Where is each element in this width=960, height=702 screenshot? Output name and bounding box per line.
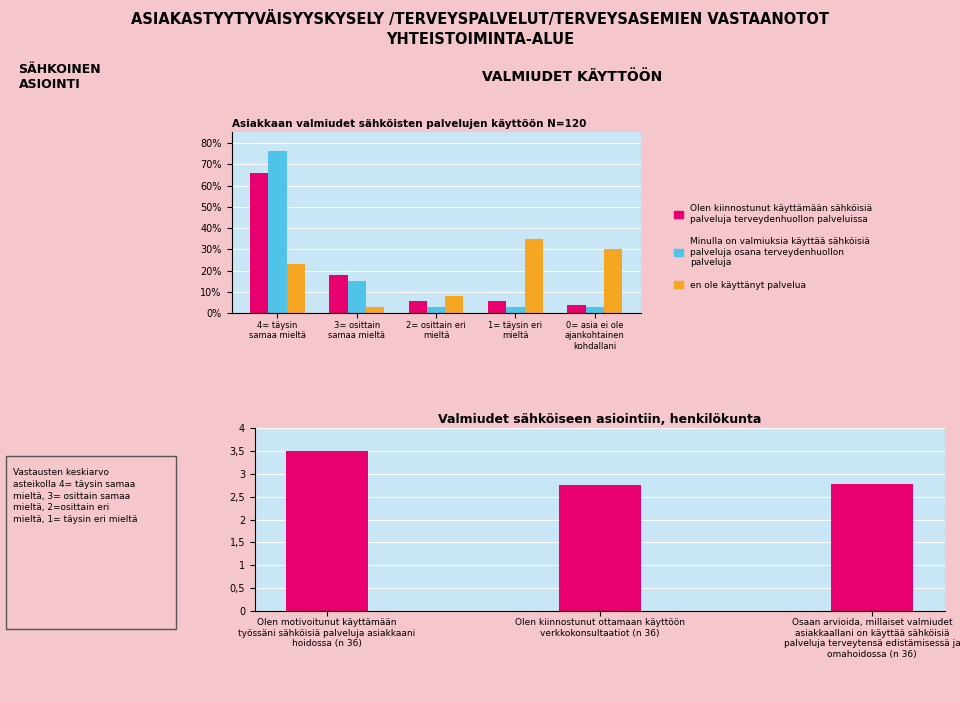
Bar	[348, 282, 366, 313]
Text: VALMIUDET KÄYTTÖÖN: VALMIUDET KÄYTTÖÖN	[482, 70, 662, 84]
Bar	[287, 265, 305, 313]
Bar	[524, 239, 542, 313]
Bar	[506, 307, 524, 313]
Bar	[567, 305, 586, 313]
Bar	[427, 307, 445, 313]
Bar	[604, 249, 622, 313]
Bar	[366, 307, 384, 313]
Title: Valmiudet sähköiseen asiointiin, henkilökunta: Valmiudet sähköiseen asiointiin, henkilö…	[438, 413, 761, 426]
Bar	[445, 296, 464, 313]
Bar	[831, 484, 913, 611]
Bar	[251, 173, 269, 313]
Bar	[586, 307, 604, 313]
Legend: Olen kiinnostunut käyttämään sähköisiä
palveluja terveydenhuollon palveluissa, M: Olen kiinnostunut käyttämään sähköisiä p…	[670, 201, 876, 293]
FancyBboxPatch shape	[6, 456, 176, 629]
Bar	[329, 275, 348, 313]
Bar	[559, 485, 640, 611]
Text: Vastausten keskiarvo
asteikolla 4= täysin samaa
mieltä, 3= osittain samaa
mieltä: Vastausten keskiarvo asteikolla 4= täysi…	[12, 468, 137, 524]
Bar	[286, 451, 368, 611]
Text: Asiakkaan valmiudet sähköisten palvelujen käyttöön N=120: Asiakkaan valmiudet sähköisten palveluje…	[231, 119, 586, 128]
Bar	[269, 152, 287, 313]
Text: ASIAKASTYYTYVÄISYYSKYSELY /TERVEYSPALVELUT/TERVEYSASEMIEN VASTAANOTOT
YHTEISTOIM: ASIAKASTYYTYVÄISYYSKYSELY /TERVEYSPALVEL…	[131, 11, 829, 47]
Text: SÄHKOINEN
ASIOINTI: SÄHKOINEN ASIOINTI	[18, 63, 101, 91]
Bar	[409, 300, 427, 313]
Bar	[488, 300, 506, 313]
